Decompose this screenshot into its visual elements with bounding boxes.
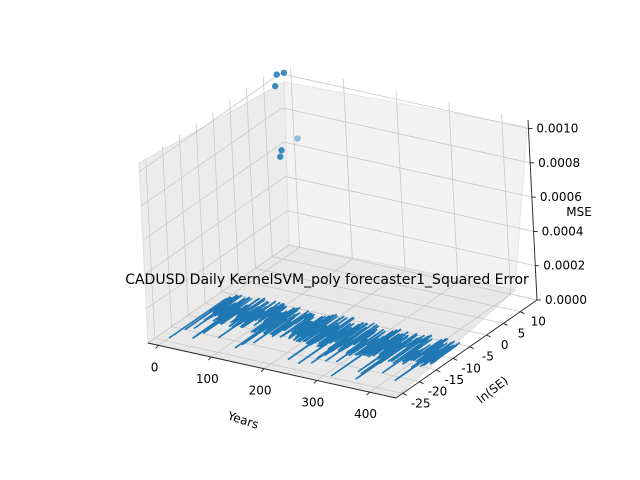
y-tick-label: -15 [444,373,464,387]
x-tick-labels: 0 100 200 300 400 [151,360,377,421]
y-tick-label: 10 [531,315,546,329]
error-trace [168,294,461,382]
grid-line-x-wall [395,90,406,271]
x-tick-label: 300 [301,395,324,409]
y-tick-label: -5 [482,350,494,364]
y-tick-mark [402,392,407,396]
axes-lines [147,119,541,399]
y-tick-mark [452,357,458,361]
grid-line-y-wall [229,99,240,281]
grid-line-y-wall [246,88,256,269]
x-tick-mark [208,356,212,361]
y-tick-label: -20 [428,385,448,399]
scatter-point [280,69,288,76]
grid-line-y-floor [272,256,521,313]
y-tick-mark [503,322,508,326]
grid-line-x-wall [501,114,512,295]
x-axis-label: Years [225,408,260,431]
x-tick-mark [366,391,370,396]
grid-line-z-back [282,107,531,164]
grid-line-y-wall [262,76,273,257]
scatter-point [273,71,280,78]
x-tick-label: 400 [354,407,377,421]
grid-line-x-wall [342,79,353,260]
z-tick-label: 0.0004 [542,224,584,238]
y-axis-label: ln(SE) [474,373,511,406]
y-tick-mark [486,334,491,338]
grid-line-y-wall [145,158,156,339]
grid-line-z-left [147,244,290,344]
grid-line-y-wall [178,134,189,316]
grid-line-z-left [144,176,286,275]
grid-line-y-floor [255,267,504,324]
grid-line-z-back [287,210,536,267]
scatter-point [294,135,301,142]
x-tick-mark [155,345,159,349]
x-tick-label: 100 [196,372,219,386]
y-tick-mark [436,369,441,373]
y-tick-mark [520,311,525,315]
grid-line-x-wall [290,67,300,248]
z-tick-label: 0.0000 [545,293,587,307]
x-axis-line [147,342,397,399]
z-tick-label: 0.0002 [543,259,585,273]
grid-line-y-wall [162,146,172,327]
y-tick-label: 5 [518,326,526,340]
mse-points [271,69,301,160]
scatter-point [271,82,279,90]
z-axis-label: MSE [566,205,592,219]
x-tick-label: 0 [151,360,159,374]
x-tick-mark [313,380,318,384]
y-tick-label: -25 [411,396,431,410]
z-tick-label: 0.0006 [540,190,582,204]
grid-line-z-back [288,244,538,301]
scatter-point [278,147,285,154]
x-tick-label: 200 [249,384,272,398]
y-tick-label: -10 [461,361,481,375]
y-tick-mark [469,346,475,350]
x-tick-mark [260,368,265,373]
grid-line-z-left [140,107,283,207]
y-tick-label: 0 [501,338,509,352]
grid-line-z-back [283,141,532,198]
z-tick-label: 0.0010 [536,122,578,136]
grid-line-y-floor [238,279,487,336]
grid-line-y-wall [195,123,206,304]
grid-line-z-left [139,73,281,172]
grid-line-z-back [285,176,534,232]
grid-line-z-back [280,73,529,129]
y-tick-labels: -25-20-15-10-5 05 10 [411,315,546,411]
grid-line-z-left [146,210,288,310]
z-axis-line [527,119,538,301]
chart-title: CADUSD Daily KernelSVM_poly forecaster1_… [125,272,529,288]
grid-line-y-wall [212,111,223,292]
grid-line-z-left [142,141,285,241]
z-tick-label: 0.0008 [538,156,580,170]
y-tick-mark [419,381,424,385]
grid-line-y-floor [154,337,403,394]
grid-line-x-wall [448,102,459,283]
trace-line [168,294,461,382]
scatter-point [277,153,284,160]
z-tick-labels: 0.0000 0.0002 0.0004 0.0006 0.0008 0.0010 [536,122,587,307]
